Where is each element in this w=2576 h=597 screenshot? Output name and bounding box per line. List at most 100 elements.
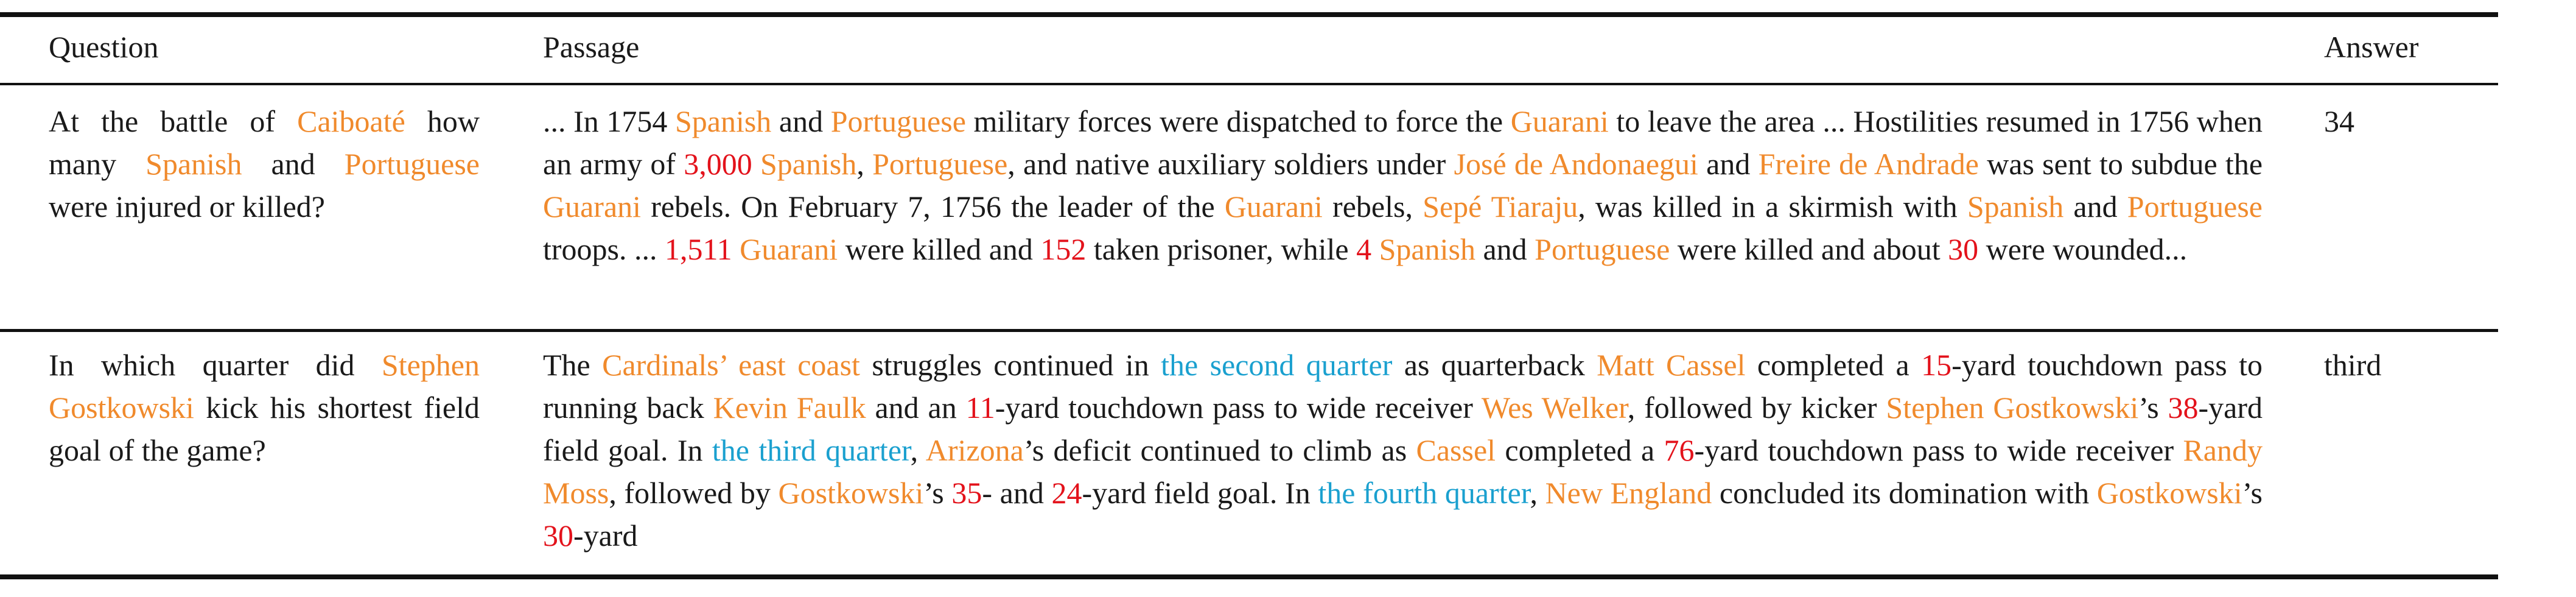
row-divider xyxy=(0,329,2498,332)
entity-highlight: Guarani xyxy=(543,189,642,224)
entity-highlight: Arizona xyxy=(925,433,1024,467)
text-run: kick his shortest field goal of the game… xyxy=(49,390,480,467)
table-top-rule xyxy=(0,12,2498,17)
number-highlight: 24 xyxy=(1051,476,1082,510)
row-1-question: At the battle of Caiboaté how many Spani… xyxy=(49,100,480,228)
header-rule xyxy=(0,83,2498,85)
text-run: rebels. On February 7, 1756 the leader o… xyxy=(641,189,1225,224)
entity-highlight: Matt Cassel xyxy=(1597,348,1746,382)
quarter-highlight: the third quarter xyxy=(712,433,911,467)
text-run: , followed by kicker xyxy=(1627,390,1886,425)
entity-highlight: Portuguese xyxy=(872,147,1008,181)
text-run: -yard field goal. In xyxy=(1082,476,1318,510)
entity-highlight: Spanish xyxy=(674,104,772,138)
text-run: military forces were dispatched to force… xyxy=(965,104,1511,138)
entity-highlight: Stephen Gostkowski xyxy=(49,348,480,425)
text-run: , xyxy=(910,433,926,467)
header-answer: Answer xyxy=(2324,30,2419,64)
entity-highlight: Portuguese xyxy=(1535,232,1670,266)
text-run: to leave the area ... Hostilities resume… xyxy=(543,104,2263,181)
entity-highlight: Caiboaté xyxy=(297,104,405,138)
number-highlight: 4 xyxy=(1356,232,1372,266)
text-run: , followed by xyxy=(609,476,779,510)
row-2-passage: The Cardinals’ east coast struggles cont… xyxy=(543,344,2263,557)
text-run: At the battle of xyxy=(49,104,298,138)
row-1-answer: 34 xyxy=(2324,104,2354,138)
text-run: and xyxy=(2063,189,2127,224)
entity-highlight: Kevin Faulk xyxy=(713,390,866,425)
text-run: as quarterback xyxy=(1392,348,1597,382)
text-run: -yard touchdown pass to running back xyxy=(543,348,2263,425)
number-highlight: 35 xyxy=(951,476,982,510)
text-run xyxy=(1371,232,1379,266)
text-run: concluded its domination with xyxy=(1712,476,2097,510)
entity-highlight: José de Andonaegui xyxy=(1454,147,1698,181)
text-run: -yard touchdown pass to wide receiver xyxy=(995,390,1482,425)
text-run: were injured or killed? xyxy=(49,189,325,224)
number-highlight: 1,511 xyxy=(665,232,732,266)
text-run: In which quarter did xyxy=(49,348,382,382)
number-highlight: 38 xyxy=(2168,390,2199,425)
text-run: and xyxy=(771,104,831,138)
text-run xyxy=(752,147,760,181)
text-run: ’s xyxy=(923,476,952,510)
text-run: completed a xyxy=(1496,433,1664,467)
row-1-passage: ... In 1754 Spanish and Portuguese milit… xyxy=(543,100,2263,270)
entity-highlight: Wes Welker xyxy=(1481,390,1628,425)
entity-highlight: Spanish xyxy=(1967,189,2064,224)
text-run: and xyxy=(1698,147,1759,181)
text-run: , xyxy=(856,147,873,181)
text-run: ’s deficit continued to climb as xyxy=(1023,433,1416,467)
text-run: and an xyxy=(866,390,966,425)
text-run: completed a xyxy=(1745,348,1922,382)
text-run: were killed and about xyxy=(1670,232,1948,266)
text-run: troops. ... xyxy=(543,232,665,266)
row-2-answer: third xyxy=(2324,348,2382,382)
row-2-question: In which quarter did Stephen Gostkowski … xyxy=(49,344,480,472)
text-run: and xyxy=(1475,232,1535,266)
entity-highlight: Portuguese xyxy=(344,147,480,181)
text-run: - and xyxy=(982,476,1052,510)
entity-highlight: Gostkowski xyxy=(2096,476,2242,510)
entity-highlight: Spanish xyxy=(145,147,242,181)
entity-highlight: Randy Moss xyxy=(543,433,2263,510)
text-run: -yard touchdown pass to wide receiver xyxy=(1694,433,2183,467)
entity-highlight: Guarani xyxy=(740,232,838,266)
entity-highlight: Spanish xyxy=(1379,232,1475,266)
text-run: , was killed in a skirmish with xyxy=(1578,189,1967,224)
entity-highlight: Spanish xyxy=(760,147,857,181)
entity-highlight: Stephen Gostkowski xyxy=(1886,390,2139,425)
header-passage: Passage xyxy=(543,30,640,64)
text-run: ... In 1754 xyxy=(543,104,675,138)
number-highlight: 76 xyxy=(1664,433,1695,467)
text-run: -yard xyxy=(573,518,638,553)
text-run xyxy=(732,232,740,266)
text-run: struggles continued in xyxy=(859,348,1161,382)
text-run: The xyxy=(543,348,603,382)
text-run: , and native auxiliary soldiers under xyxy=(1007,147,1454,181)
entity-highlight: Freire de Andrade xyxy=(1758,147,1979,181)
entity-highlight: Portuguese xyxy=(2127,189,2263,224)
entity-highlight: Portuguese xyxy=(830,104,966,138)
text-run: rebels, xyxy=(1322,189,1423,224)
entity-highlight: New England xyxy=(1545,476,1712,510)
number-highlight: 15 xyxy=(1921,348,1952,382)
number-highlight: 3,000 xyxy=(684,147,752,181)
number-highlight: 30 xyxy=(1948,232,1979,266)
text-run: , xyxy=(1530,476,1545,510)
text-run: how many xyxy=(49,104,480,181)
entity-highlight: Guarani xyxy=(1510,104,1609,138)
quarter-highlight: the second quarter xyxy=(1161,348,1393,382)
text-run: ’s xyxy=(2242,476,2263,510)
text-run: taken prisoner, while xyxy=(1086,232,1357,266)
number-highlight: 11 xyxy=(965,390,995,425)
text-run: -yard field goal. In xyxy=(543,390,2263,467)
entity-highlight: Guarani xyxy=(1224,189,1323,224)
text-run: were wounded... xyxy=(1978,232,2188,266)
number-highlight: 30 xyxy=(543,518,573,553)
text-run: ’s xyxy=(2138,390,2168,425)
entity-highlight: Cardinals’ east coast xyxy=(602,348,860,382)
entity-highlight: Sepé Tiaraju xyxy=(1423,189,1578,224)
entity-highlight: Cassel xyxy=(1416,433,1496,467)
table-bottom-rule xyxy=(0,574,2498,579)
